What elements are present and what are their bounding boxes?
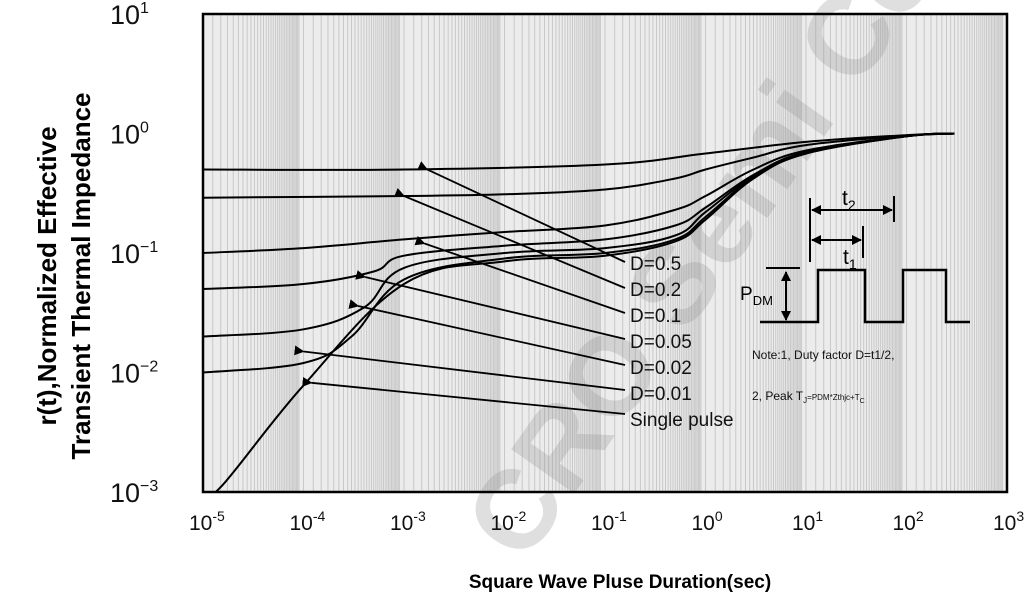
y-tick-label: 100 xyxy=(110,120,149,150)
x-tick-label: 10-5 xyxy=(189,508,225,535)
x-tick-label: 102 xyxy=(893,508,924,535)
note-line-2: 2, Peak TJ=PDM*Zthjc+TC xyxy=(752,389,865,405)
y-tick-label: 10−3 xyxy=(110,478,158,508)
x-tick-label: 101 xyxy=(792,508,823,535)
x-axis-title: Square Wave Pluse Duration(sec) xyxy=(469,572,771,593)
x-tick-label: 10-4 xyxy=(290,508,326,535)
y-axis-title-line-2: Transient Thermal Impedance xyxy=(66,92,96,459)
plot-frame xyxy=(201,12,1009,494)
y-tick-label: 101 xyxy=(110,0,149,30)
y-axis-title-line-1: r(t),Normalized Effective xyxy=(32,126,62,425)
leader-arrow xyxy=(414,235,626,314)
y-axis-title: r(t),Normalized Effective Transient Ther… xyxy=(32,92,96,459)
x-tick-labels: 10-5 10-4 10-3 10-2 10-1 100 101 102 103 xyxy=(189,508,1024,535)
leader-arrow xyxy=(393,187,626,289)
x-tick-label: 103 xyxy=(993,508,1024,535)
curve-label: D=0.01 xyxy=(630,384,692,405)
curve-d-0-5 xyxy=(203,132,955,171)
curve-label: D=0.2 xyxy=(630,280,681,301)
x-tick-label: 10-2 xyxy=(491,508,527,535)
leader-arrow xyxy=(302,376,626,415)
duty-cycle-inset: t2 t1 PDM Note:1, Duty factor D=t1/2, 2,… xyxy=(740,187,970,405)
leader-arrow xyxy=(294,345,626,391)
curve-label: Single pulse xyxy=(630,410,734,431)
y-tick-label: 10−1 xyxy=(110,239,158,269)
pulse-waveform xyxy=(760,268,970,324)
curve-label: D=0.02 xyxy=(630,358,692,379)
pdm-label: PDM xyxy=(740,284,773,308)
t1-label: t1 xyxy=(843,246,857,272)
y-tick-label: 10−2 xyxy=(110,359,158,389)
x-tick-label: 10-3 xyxy=(390,508,426,535)
t2-label: t2 xyxy=(842,187,856,213)
leader-arrow xyxy=(355,270,626,340)
curve-label: D=0.1 xyxy=(630,306,681,327)
curve-single-pulse xyxy=(203,132,955,492)
curve-labels: D=0.5 D=0.2 D=0.1 D=0.05 D=0.02 D=0.01 Single … xyxy=(630,254,734,431)
curve-label: D=0.05 xyxy=(630,332,692,353)
note-line-1: Note:1, Duty factor D=t1/2, xyxy=(752,348,894,362)
x-tick-label: 10-1 xyxy=(591,508,627,535)
leader-arrow xyxy=(416,161,626,263)
curve-label: D=0.5 xyxy=(630,254,681,275)
y-tick-labels: 101 100 10−1 10−2 10−3 xyxy=(110,0,158,508)
x-tick-label: 100 xyxy=(692,508,723,535)
leader-arrow xyxy=(348,299,626,366)
curve-arrows xyxy=(294,161,626,415)
